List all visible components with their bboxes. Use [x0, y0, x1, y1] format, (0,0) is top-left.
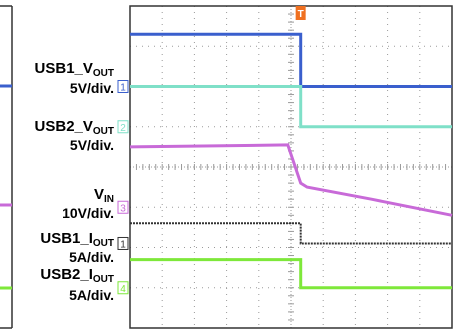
plot-frame [129, 5, 453, 329]
label-vin-main: V [93, 186, 104, 203]
channel-marker-label-usb1-vout: 1 [120, 83, 126, 94]
trace-usb1-iout [130, 222, 452, 245]
channel-marker-usb1-iout [117, 236, 129, 250]
label-usb2-vout: USB2_VOUT [35, 118, 114, 140]
label-usb1-vout-main: USB1_V [34, 60, 93, 77]
label-usb2-vout-main: USB2_V [34, 118, 93, 135]
trigger-marker [295, 6, 306, 20]
channel-marker-label-usb2-vout: 2 [120, 123, 126, 134]
channel-marker-label-usb2-iout: 4 [120, 284, 126, 295]
label-usb2-iout: USB2_IOUT [40, 266, 114, 288]
channel-marker-usb2-iout [117, 281, 129, 295]
label-usb1-iout-main: USB1_I [40, 230, 93, 247]
channel-marker-usb1-vout [117, 80, 129, 93]
label-vin: VIN [94, 186, 114, 208]
trace-usb2-iout [130, 258, 452, 290]
channel-marker-usb2-vout [117, 120, 129, 134]
label-usb1-iout-sub: OUT [92, 238, 114, 249]
label-vin-sub: IN [104, 194, 114, 205]
trace-usb2-vout [130, 85, 452, 129]
label-usb2-iout-main: USB2_I [40, 266, 93, 283]
trigger-marker-label: T [298, 9, 304, 20]
scale-usb2-iout: 5A/div. [69, 287, 114, 303]
trace-usb1-vout [130, 32, 452, 88]
scale-usb1-iout: 5A/div. [69, 249, 114, 265]
label-usb2-iout-sub: OUT [92, 274, 114, 285]
scale-usb1-vout: 5V/div. [69, 80, 114, 96]
channel-marker-label-usb1-iout: 1 [120, 239, 126, 250]
label-usb1-vout: USB1_VOUT [35, 60, 114, 82]
scale-vin: 10V/div. [62, 205, 114, 221]
channel-marker-vin [117, 200, 129, 214]
label-usb1-iout: USB1_IOUT [40, 230, 114, 252]
scale-usb2-vout: 5V/div. [69, 137, 114, 153]
channel-marker-label-vin: 3 [120, 203, 126, 214]
trace-vin [129, 143, 453, 217]
label-usb2-vout-sub: OUT [92, 126, 114, 137]
label-usb1-vout-sub: OUT [92, 68, 114, 79]
